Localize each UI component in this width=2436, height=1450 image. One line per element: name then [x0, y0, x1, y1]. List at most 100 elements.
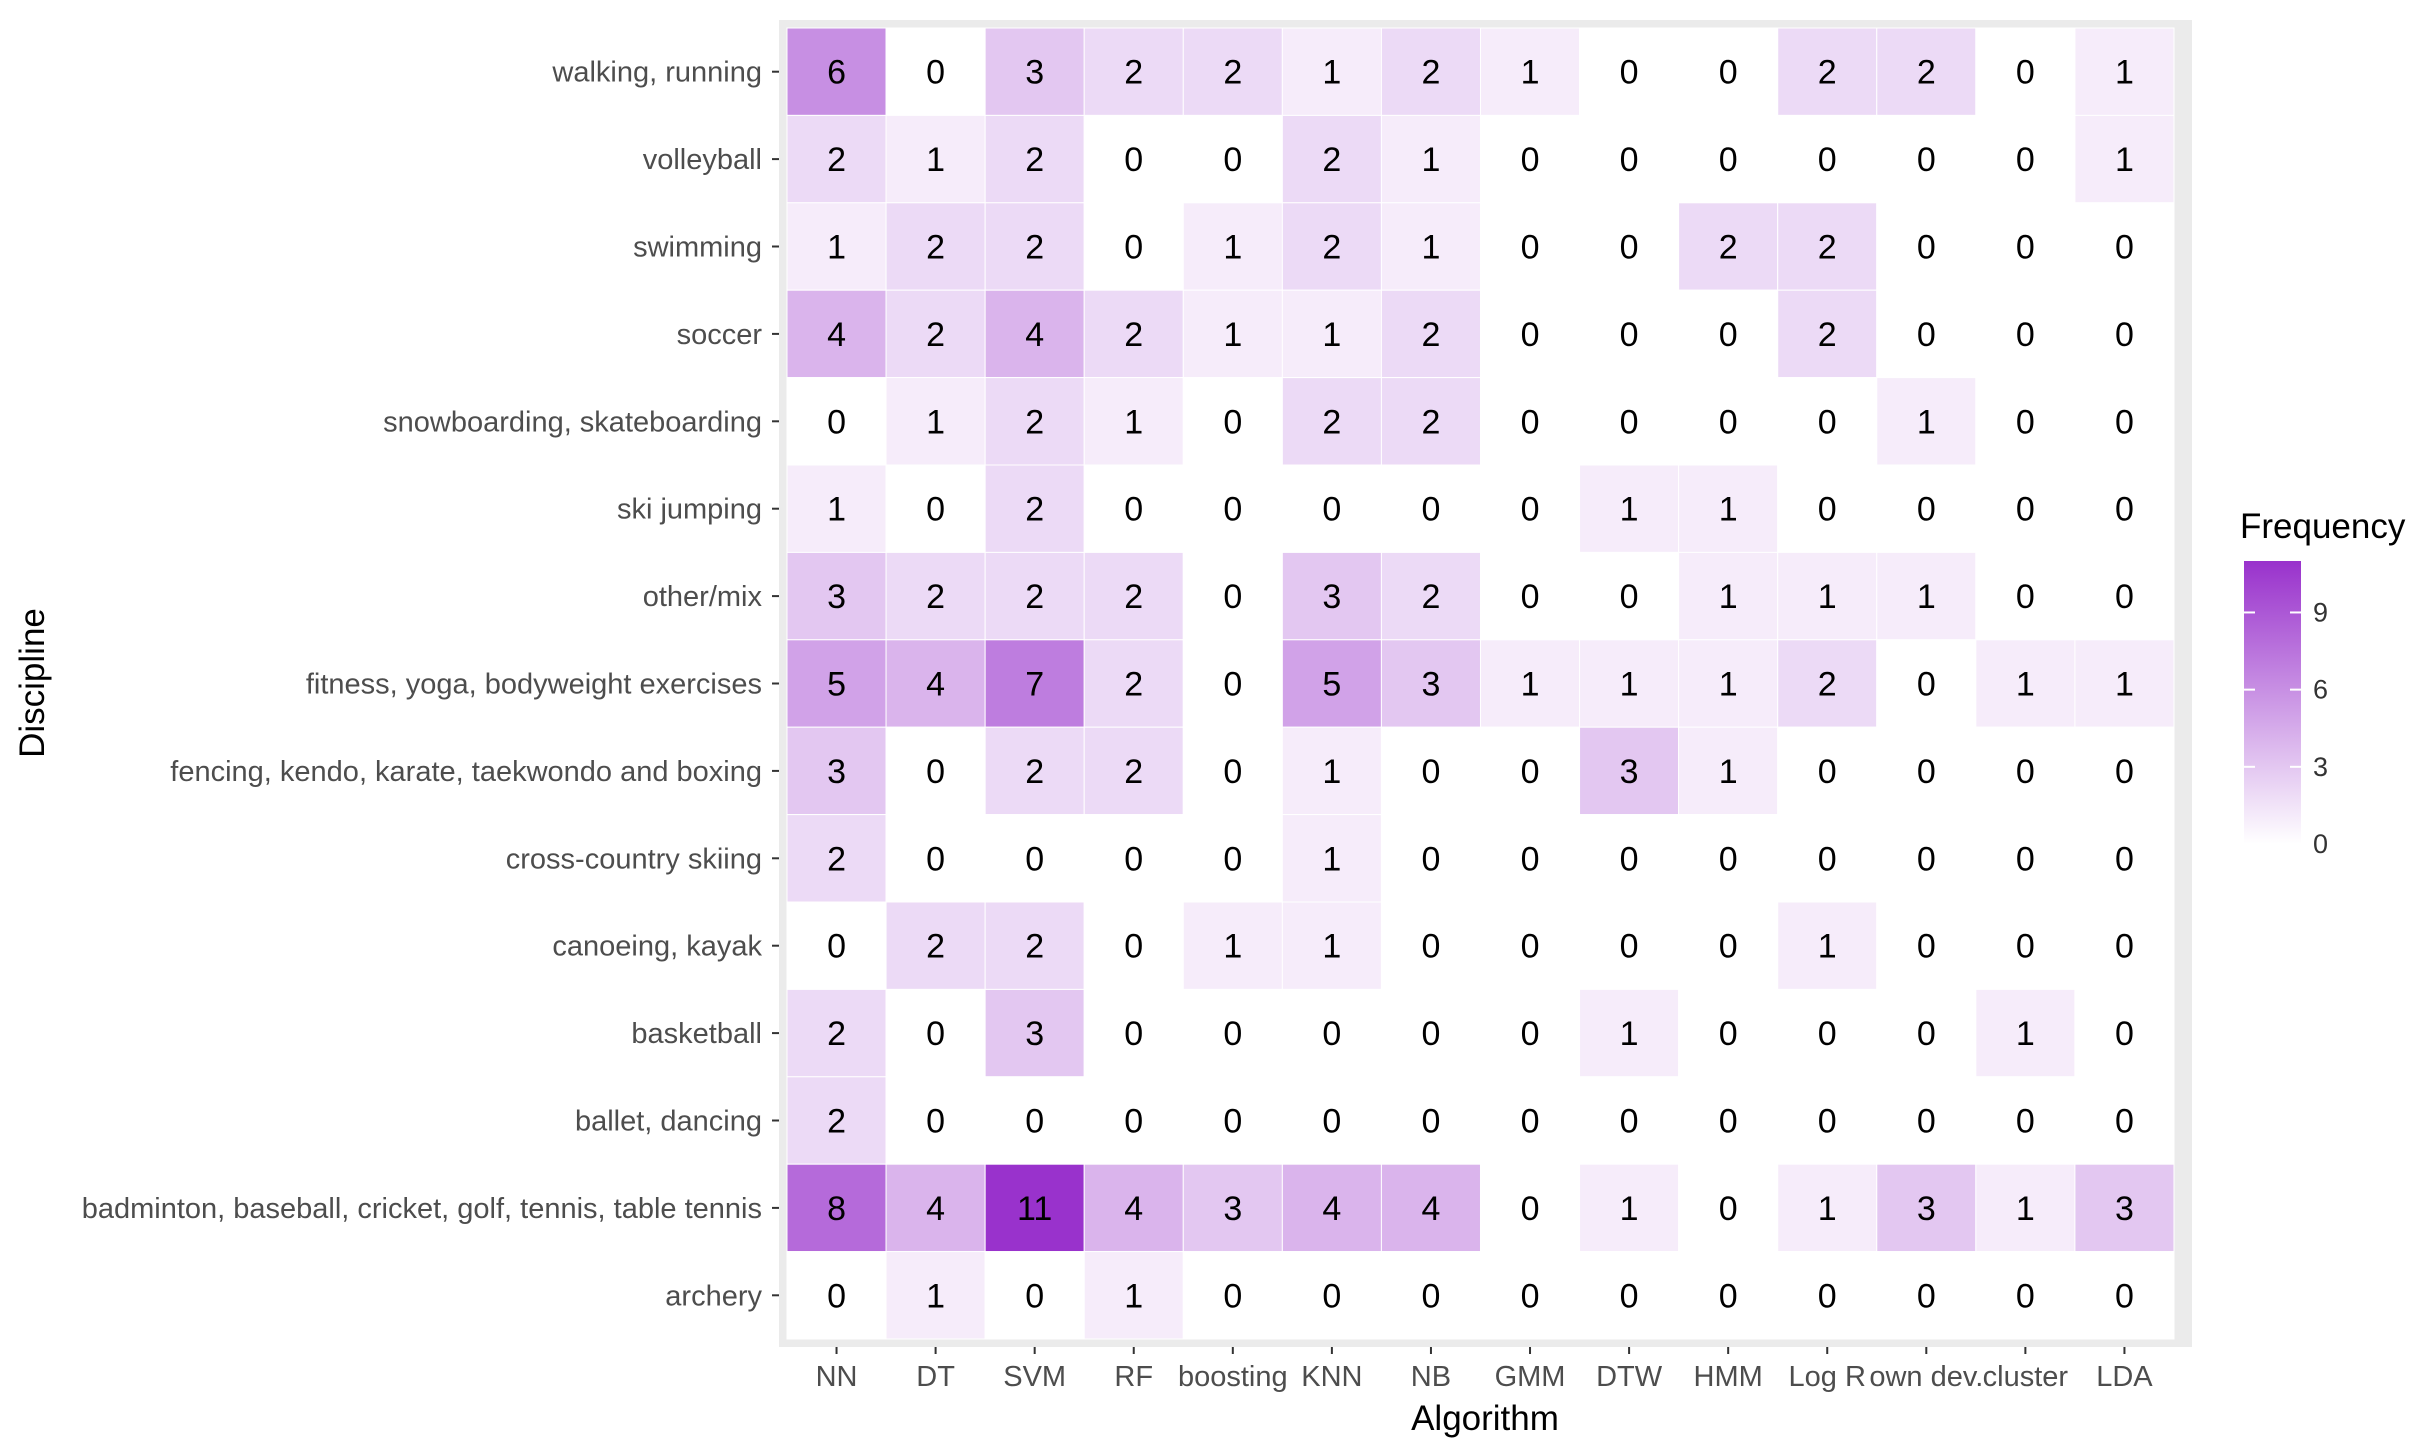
heatmap-cell: [1182, 1076, 1283, 1165]
cell-value-label: 5: [1322, 666, 1341, 704]
cell-value-label: 0: [2016, 54, 2035, 92]
heatmap-cell: [1777, 639, 1878, 728]
cell-value-label: 0: [1917, 666, 1936, 704]
cell-value-label: 8: [827, 1190, 846, 1228]
heatmap-cell: [786, 114, 887, 204]
cell-value-label: 0: [827, 928, 846, 966]
cell-value-label: 2: [827, 1015, 846, 1053]
x-tick-label: NB: [1411, 1361, 1451, 1393]
cell-value-label: 0: [827, 403, 846, 441]
cell-value-label: 0: [1719, 1015, 1738, 1053]
heatmap-cell: [1678, 464, 1779, 553]
heatmap-cell: [1579, 988, 1680, 1078]
heatmap-cells: [786, 27, 2175, 1340]
heatmap-cell: [1281, 114, 1382, 204]
heatmap-cell: [1479, 27, 1581, 116]
heatmap-cell: [1281, 1163, 1382, 1253]
cell-value-label: 2: [1421, 578, 1440, 616]
cell-value-label: 1: [1223, 928, 1242, 966]
cell-value-label: 1: [2016, 1015, 2035, 1053]
heatmap-cell: [1975, 377, 2076, 466]
cell-value-label: 0: [1818, 753, 1837, 791]
cell-value-label: 0: [1620, 1277, 1639, 1315]
cell-value-label: 1: [1322, 54, 1341, 92]
x-tick-label: RF: [1114, 1361, 1153, 1393]
cell-value-label: 3: [1322, 578, 1341, 616]
y-axis: walking, running volleyball swimming soccer…: [82, 57, 779, 1312]
cell-value-label: 0: [1421, 491, 1440, 529]
cell-value-label: 0: [1521, 403, 1540, 441]
x-tick-label: cluster: [1983, 1361, 2069, 1393]
cell-value-label: 2: [1025, 578, 1044, 616]
cell-value-label: 0: [1521, 753, 1540, 791]
heatmap-cell: [1479, 289, 1581, 379]
cell-value-label: 0: [1917, 316, 1936, 354]
cell-value-label: 3: [1917, 1190, 1936, 1228]
heatmap-cell: [1579, 1163, 1680, 1253]
heatmap-cell: [1380, 289, 1481, 379]
heatmap-cell: [1281, 551, 1382, 641]
heatmap-cell: [1579, 289, 1680, 379]
heatmap-cell: [885, 114, 986, 204]
heatmap-cell: [1083, 1251, 1184, 1340]
cell-value-label: 0: [1025, 1277, 1044, 1315]
cell-value-label: 4: [1124, 1190, 1143, 1228]
heatmap-cell: [2074, 27, 2175, 116]
heatmap-cell: [885, 639, 986, 728]
heatmap-cell: [1281, 901, 1382, 990]
cell-value-label: 0: [2016, 840, 2035, 878]
cell-value-label: 1: [926, 1277, 945, 1315]
cell-value-label: 0: [1124, 840, 1143, 878]
heatmap-cell: [1380, 1163, 1481, 1253]
cell-value-label: 2: [1025, 491, 1044, 529]
cell-value-label: 1: [827, 229, 846, 267]
heatmap-cell: [984, 639, 1085, 728]
heatmap-cell: [1777, 289, 1878, 379]
heatmap-cell: [1876, 289, 1977, 379]
cell-value-label: 0: [2115, 578, 2134, 616]
cell-value-label: 0: [2115, 1103, 2134, 1141]
y-tick-label: badminton, baseball, cricket, golf, tenn…: [82, 1193, 762, 1225]
cell-value-label: 1: [1124, 403, 1143, 441]
legend-tick-label: 3: [2313, 752, 2328, 782]
y-tick-label: walking, running: [551, 57, 762, 89]
cell-value-label: 1: [2016, 1190, 2035, 1228]
heatmap-cell: [1479, 901, 1581, 990]
cell-value-label: 0: [926, 1103, 945, 1141]
cell-value-label: 2: [1818, 316, 1837, 354]
cell-value-label: 0: [1917, 141, 1936, 179]
heatmap-cell: [1380, 27, 1481, 116]
heatmap-cell: [1479, 1163, 1581, 1253]
cell-value-label: 3: [2115, 1190, 2134, 1228]
heatmap-cell: [786, 726, 887, 816]
heatmap-cell: [1777, 901, 1878, 990]
cell-value-label: 1: [1917, 578, 1936, 616]
cell-value-label: 0: [1620, 928, 1639, 966]
cell-value-label: 0: [1917, 840, 1936, 878]
cell-value-label: 0: [1521, 1015, 1540, 1053]
cell-value-label: 2: [926, 928, 945, 966]
x-tick-label: LDA: [2096, 1361, 2153, 1393]
heatmap-cell: [885, 551, 986, 641]
heatmap-cell: [1678, 639, 1779, 728]
cell-value-label: 1: [1818, 578, 1837, 616]
y-tick-label: ski jumping: [617, 494, 762, 526]
cell-value-label: 1: [1421, 229, 1440, 267]
cell-value-label: 2: [1124, 578, 1143, 616]
cell-value-label: 0: [2016, 403, 2035, 441]
legend-tick-label: 9: [2313, 597, 2328, 627]
cell-value-label: 0: [1223, 1103, 1242, 1141]
heatmap-cell: [885, 464, 986, 553]
heatmap-cell: [1975, 1163, 2076, 1253]
heatmap-cell: [1479, 114, 1581, 204]
cell-value-label: 4: [827, 316, 846, 354]
cell-value-label: 1: [1818, 1190, 1837, 1228]
heatmap-cell: [786, 1251, 887, 1340]
heatmap-cell: [1876, 988, 1977, 1078]
cell-value-label: 0: [1223, 666, 1242, 704]
heatmap-cell: [1281, 1076, 1382, 1165]
heatmap-cell: [1083, 639, 1184, 728]
cell-value-label: 3: [1421, 666, 1440, 704]
y-tick-label: cross-country skiing: [506, 843, 762, 875]
cell-value-label: 0: [1620, 54, 1639, 92]
